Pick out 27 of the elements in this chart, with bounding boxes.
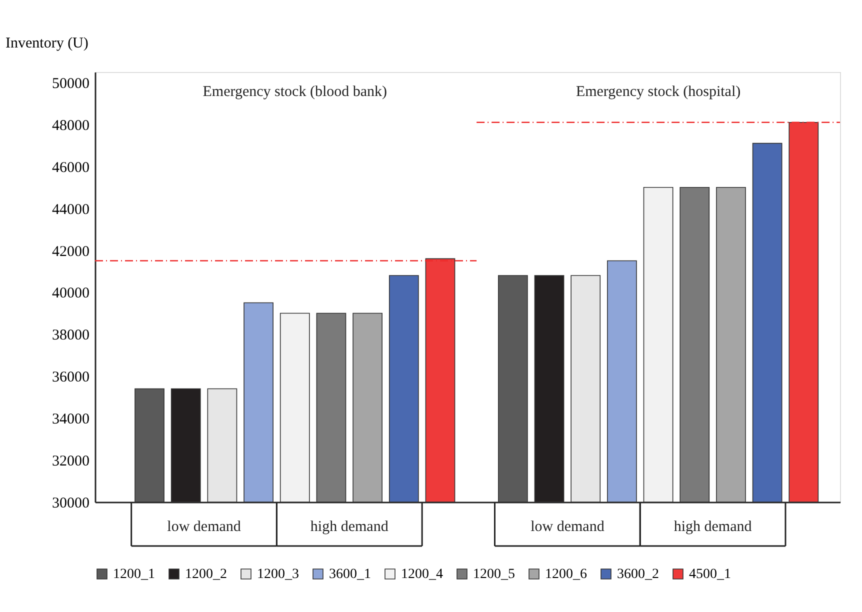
y-tick-label: 46000 [52, 160, 90, 176]
legend-label: 1200_1 [113, 567, 155, 582]
y-tick-label: 44000 [52, 202, 90, 218]
y-tick-label: 40000 [52, 286, 90, 302]
legend-label: 3600_2 [617, 567, 659, 582]
text: high demand [674, 519, 752, 535]
y-tick-label: 34000 [52, 412, 90, 428]
legend-label: 1200_4 [401, 567, 443, 582]
legend-label: 4500_1 [689, 567, 731, 582]
text: high demand [310, 519, 389, 535]
legend-label: 1200_5 [473, 567, 515, 582]
legend-label: 1200_2 [185, 567, 227, 582]
y-tick-label: 42000 [52, 244, 90, 260]
y-tick-label: 30000 [52, 496, 90, 512]
legend-label: 1200_6 [545, 567, 587, 582]
y-tick-label: 36000 [52, 370, 90, 386]
x-tick-label: Emergency stock (blood bank) [202, 84, 388, 100]
y-tick-label: 38000 [52, 328, 90, 344]
x-tick-label: Emergency stock (hospital) [576, 84, 741, 100]
y-tick-label: 32000 [52, 454, 90, 470]
y-axis-title: Inventory (U) [6, 36, 88, 52]
text: low demand [167, 519, 242, 535]
text: low demand [530, 519, 605, 535]
legend-label: 3600_1 [329, 567, 371, 582]
y-tick-label: 50000 [52, 76, 90, 92]
y-tick-label: 48000 [52, 118, 90, 134]
legend-label: 1200_3 [257, 567, 299, 582]
